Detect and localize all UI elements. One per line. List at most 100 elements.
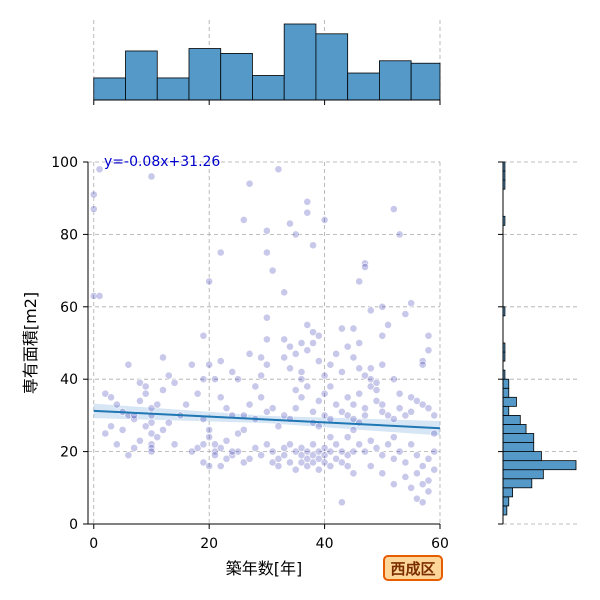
top-histogram-axis [93, 99, 441, 105]
scatter-point [147, 447, 156, 456]
scatter-point [395, 389, 404, 398]
scatter-point [309, 339, 317, 347]
x-axis-ticks: 0 20 40 60 [89, 524, 449, 552]
scatter-point [384, 411, 392, 420]
scatter-point [159, 386, 167, 394]
scatter-point [234, 447, 242, 456]
top-hist-bar [410, 62, 441, 101]
scatter-point [378, 302, 387, 311]
scatter-point [107, 422, 115, 431]
scatter-point [239, 425, 248, 434]
scatter-point [424, 454, 433, 463]
scatter-point [326, 433, 335, 442]
scatter-point [378, 451, 387, 460]
scatter-point [338, 368, 346, 376]
scatter-point [268, 447, 277, 456]
right-hist-bar [502, 487, 514, 498]
scatter-point [303, 197, 312, 206]
scatter-point [136, 436, 144, 445]
scatter-point [274, 422, 283, 431]
scatter-point [222, 436, 231, 445]
scatter-point [112, 440, 121, 449]
scatter-point [378, 469, 387, 478]
scatter-point [338, 458, 346, 467]
scatter-point [320, 371, 329, 380]
scatter-point [418, 498, 427, 507]
scatter-point [205, 462, 214, 470]
right-hist-bar [502, 469, 544, 480]
plot-area [88, 162, 440, 524]
scatter-point [326, 462, 335, 470]
scatter-point [159, 425, 167, 434]
right-hist-bar [502, 387, 510, 398]
scatter-point [291, 465, 300, 474]
scatter-point [124, 451, 133, 460]
scatter-point [320, 216, 329, 224]
x-tick-label: 60 [431, 536, 449, 552]
right-hist-bar [502, 405, 510, 416]
scatter-point [286, 219, 294, 228]
right-hist-bar [502, 460, 577, 471]
scatter-point [338, 447, 346, 456]
scatter-point [118, 425, 127, 434]
scatter-point [303, 346, 312, 355]
scatter-point [164, 371, 173, 380]
scatter-point [251, 444, 260, 452]
top-hist-bar [156, 77, 190, 101]
scatter-point [401, 310, 410, 318]
scatter-point [343, 393, 352, 402]
scatter-point [332, 400, 341, 409]
scatter-point [349, 469, 358, 478]
scatter-point [297, 368, 306, 376]
top-hist-bar [188, 48, 222, 101]
scatter-point [389, 415, 398, 423]
scatter-point [418, 400, 427, 409]
top-hist-bar [93, 77, 126, 101]
x-tick-label: 20 [200, 536, 218, 552]
right-hist-bar [502, 396, 517, 407]
scatter-point [389, 375, 398, 384]
scatter-point [378, 400, 387, 409]
right-hist-bar [502, 478, 533, 489]
scatter-point [395, 447, 404, 456]
main-axes [87, 162, 440, 525]
scatter-point [413, 494, 421, 503]
scatter-point [297, 393, 306, 402]
scatter-point [424, 404, 433, 413]
top-hist-bar [379, 60, 412, 101]
scatter-point [262, 360, 271, 369]
scatter-point [320, 451, 329, 460]
scatter-point [101, 429, 110, 438]
right-hist-bar [502, 433, 535, 443]
scatter-point [332, 349, 341, 358]
y-tick-label: 100 [51, 155, 78, 171]
scatter-point [418, 480, 427, 489]
scatter-point [239, 216, 248, 224]
scatter-point [141, 422, 150, 431]
y-tick-label: 80 [60, 227, 78, 243]
scatter-point [107, 393, 115, 402]
scatter-point [274, 165, 283, 174]
scatter-point [205, 425, 214, 434]
scatter-point [268, 266, 277, 275]
scatter-point [326, 415, 335, 423]
scatter-point [326, 382, 335, 391]
scatter-point [389, 205, 398, 213]
scatter-point [205, 360, 214, 369]
scatter-point [309, 407, 317, 416]
scatter-point [268, 458, 277, 467]
scatter-point [170, 440, 179, 449]
top-hist-bar [315, 33, 349, 101]
scatter-point [303, 382, 312, 391]
scatter-point [303, 320, 312, 329]
scatter-point [424, 331, 433, 340]
scatter-point [361, 263, 369, 271]
scatter-point [199, 375, 208, 384]
scatter-point [141, 382, 150, 391]
right-hist-bar [502, 496, 510, 507]
scatter-point [384, 440, 392, 449]
scatter-point [297, 375, 306, 384]
scatter-point [355, 389, 364, 398]
scatter-point [222, 454, 231, 463]
